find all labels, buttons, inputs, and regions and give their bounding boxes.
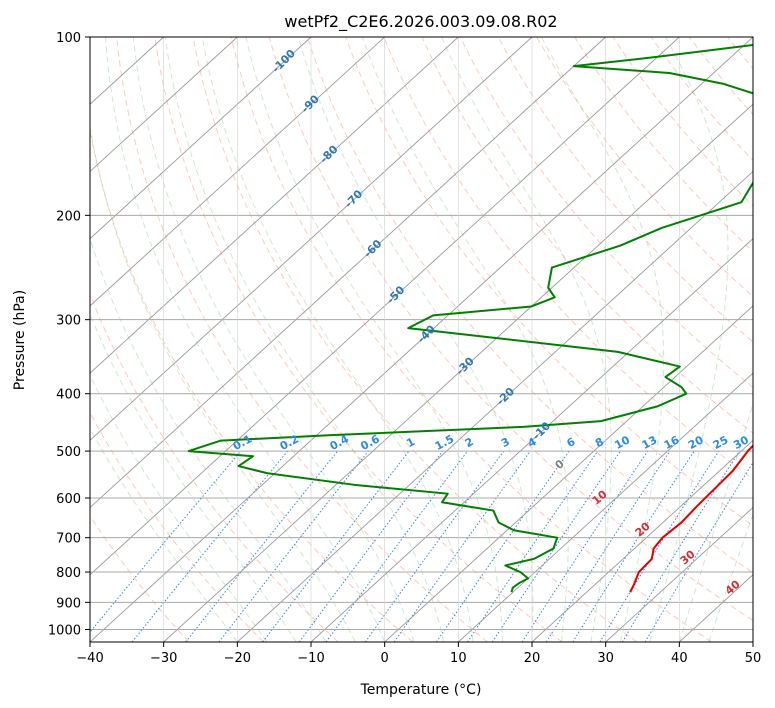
mixing-ratio-line: [545, 450, 671, 642]
mixing-ratio-line: [131, 450, 288, 642]
sounding-series: [187, 44, 753, 593]
mixing-ratio-label: 20: [686, 433, 706, 452]
moist-adiabat: [90, 236, 327, 642]
moist-adiabat: [678, 401, 753, 642]
mixing-ratio-line: [262, 450, 410, 642]
dewpoint-profile: [187, 44, 753, 593]
isotherm-line: [531, 439, 753, 642]
dry-adiabat: [192, 37, 638, 642]
dry-adiabat: [536, 37, 753, 298]
dry-adiabat: [230, 37, 712, 642]
mixing-ratio-line: [298, 450, 444, 642]
isotherm-line: [90, 37, 238, 173]
moist-adiabat: [201, 37, 474, 642]
x-tick-label: 40: [671, 651, 688, 666]
isotherm-line: [90, 37, 533, 441]
moist-adiabat: [90, 312, 297, 642]
isotherm-line: [384, 305, 753, 642]
dry-adiabat: [497, 37, 753, 343]
mixing-ratio-line: [90, 450, 242, 633]
isotherm-line: [90, 37, 459, 374]
isotherm-line: [90, 37, 680, 576]
y-tick-label: 1000: [48, 623, 81, 638]
x-tick-label: 10: [450, 651, 467, 666]
dry-adiabat: [650, 37, 753, 162]
mixing-ratio-line: [393, 450, 531, 642]
y-tick-label: 200: [56, 209, 81, 224]
mixing-ratio-line: [325, 450, 468, 642]
x-tick-label: −10: [297, 651, 324, 666]
mixing-ratio-label: 13: [640, 433, 660, 452]
dry-adiabat: [345, 37, 753, 527]
x-axis-label: Temperature (°C): [360, 682, 482, 698]
y-tick-label: 500: [56, 445, 81, 460]
y-tick-label: 100: [56, 31, 81, 46]
moist-adiabat: [361, 37, 569, 642]
temperature-profile: [629, 444, 753, 593]
x-tick-label: 30: [597, 651, 614, 666]
dry-adiabat: [421, 37, 753, 434]
x-tick-label: −40: [76, 651, 103, 666]
isotherm-line: [310, 238, 753, 642]
mixing-ratio-line: [521, 450, 649, 642]
mixing-ratio-line: [436, 450, 570, 642]
plot-clip-area: -100-90-80-70-60-50-40-30-20-100.1 0.2 0.4…: [90, 37, 753, 642]
mixing-ratio-label: 16: [662, 433, 682, 452]
chart-title: wetPf2_C2E6.2026.003.09.08.R02: [284, 12, 557, 32]
axes: −40 −30 −20 −10 0 10 20 30 40 50 100 200 300 400 500 60…: [48, 31, 761, 666]
moist-adiabat: [649, 37, 729, 642]
y-tick-label: 700: [56, 532, 81, 547]
x-tick-label: 0: [381, 651, 389, 666]
moist-adiabat: [245, 37, 504, 642]
x-tick-label: 20: [524, 651, 541, 666]
dry-adiabat: [459, 37, 753, 388]
dry-adiabat: [90, 292, 339, 642]
dry-adiabat: [307, 37, 753, 574]
isotherm-line: [237, 170, 753, 642]
x-tick-label: 50: [745, 651, 762, 666]
dry-adiabat: [154, 37, 563, 642]
isotherm-line: [605, 506, 753, 642]
moist-adiabat: [297, 37, 534, 642]
mixing-ratio-line: [185, 450, 338, 642]
y-tick-label: 800: [56, 566, 81, 581]
moist-adiabat: [441, 37, 612, 642]
x-tick-label: −30: [150, 651, 177, 666]
dry-adiabat: [574, 37, 753, 252]
y-axis-label: Pressure (hPa): [12, 290, 28, 390]
moist-adiabat: [540, 37, 665, 642]
dry-adiabat: [90, 411, 264, 642]
y-tick-label: 600: [56, 492, 81, 507]
isotherm-line: [90, 37, 753, 642]
mixing-ratio-label: 25: [711, 433, 731, 452]
mixing-ratio-line: [364, 450, 505, 642]
mixing-ratio-label: 30: [731, 433, 751, 452]
isotherm-line: [163, 103, 753, 642]
mixing-ratio-line: [572, 450, 695, 642]
isotherm-line: [90, 37, 606, 509]
y-tick-label: 300: [56, 314, 81, 329]
dry-adiabat: [90, 128, 414, 642]
moist-adiabat: [90, 123, 356, 642]
background-lines: [90, 37, 753, 642]
dry-adiabat: [116, 37, 488, 642]
moist-adiabat: [104, 37, 386, 642]
y-tick-label: 900: [56, 596, 81, 611]
plot-frame: [89, 36, 754, 643]
isotherm-line: [90, 37, 312, 240]
isotherm-line: [458, 372, 753, 642]
moist-adiabat: [90, 374, 268, 642]
moist-adiabat: [164, 37, 445, 642]
moist-adiabat: [90, 427, 238, 642]
y-tick-label: 400: [56, 388, 81, 403]
isotherm-line: [90, 37, 385, 307]
moist-adiabat: [708, 513, 753, 642]
mixing-ratio-label: 10: [612, 433, 632, 452]
x-tick-label: −20: [224, 651, 251, 666]
